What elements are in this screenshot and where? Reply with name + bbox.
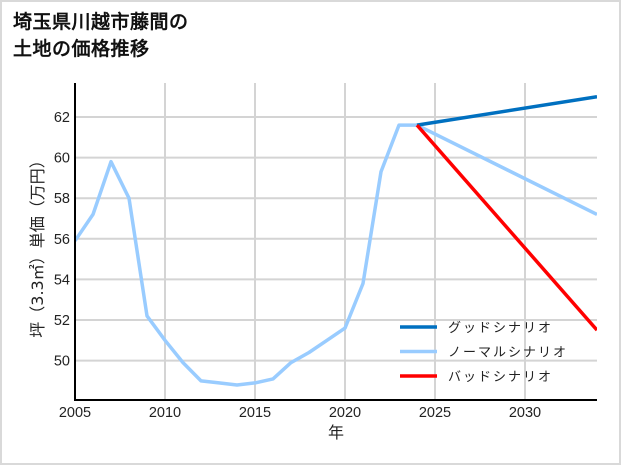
axes [74,83,597,401]
x-tick-label: 2015 [239,405,271,421]
series-line-0 [75,123,597,387]
chart-title-line2: 土地の価格推移 [13,38,150,60]
y-tick-label: 50 [54,354,70,370]
y-tick-label: 54 [54,272,70,288]
data-series [75,94,597,387]
x-tick-label: 2020 [329,405,361,421]
x-tick-label: 2010 [149,405,181,421]
gridlines [75,83,597,400]
y-tick-labels: 50 52 54 56 58 60 62 [54,110,70,370]
y-tick-label: 62 [54,110,70,126]
x-axis-label: 年 [328,423,344,442]
series-line-1 [416,94,597,127]
x-tick-label: 2005 [59,405,91,421]
legend-label: ノーマルシナリオ [448,346,568,361]
x-tick-label: 2025 [419,405,451,421]
y-tick-label: 56 [54,232,70,248]
x-tick-label: 2030 [509,405,541,421]
legend-label: グッドシナリオ [448,321,553,336]
series-line-2 [415,123,597,332]
y-tick-label: 52 [54,313,70,329]
y-tick-label: 58 [54,191,70,207]
y-axis-label: 坪（3.3㎡）単価（万円） [28,152,47,337]
chart-title-line1: 埼玉県川越市藤間の [13,11,189,33]
y-tick-label: 60 [54,151,70,167]
x-tick-labels: 2005 2010 2015 2020 2025 2030 [59,405,541,421]
chart-title: 埼玉県川越市藤間の 土地の価格推移 [13,9,189,63]
legend-label: バッドシナリオ [448,370,553,385]
